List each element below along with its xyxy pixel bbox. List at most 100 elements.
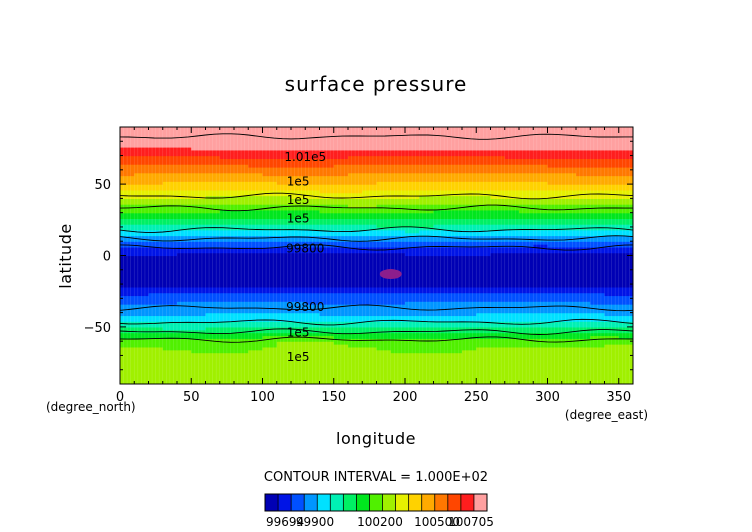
field-cell xyxy=(561,178,577,182)
field-cell xyxy=(262,192,278,197)
field-cell xyxy=(504,164,520,168)
field-cell xyxy=(561,301,577,305)
field-cell xyxy=(547,326,563,331)
field-cell xyxy=(276,229,292,234)
field-cell xyxy=(490,206,506,211)
field-cell xyxy=(618,224,633,228)
field-cell xyxy=(576,352,591,357)
field-cell xyxy=(390,346,406,351)
field-cell xyxy=(476,218,492,222)
field-cell xyxy=(390,204,406,208)
field-cell xyxy=(205,218,221,222)
field-cell xyxy=(219,381,235,384)
field-cell xyxy=(533,372,549,377)
field-cell xyxy=(462,246,477,251)
field-cell xyxy=(561,269,577,274)
field-cell xyxy=(262,358,278,362)
field-cell xyxy=(376,198,392,202)
field-cell xyxy=(590,272,606,277)
field-cell xyxy=(447,212,463,217)
field-cell xyxy=(219,164,235,168)
field-cell xyxy=(561,366,577,371)
field-cell xyxy=(362,366,378,371)
field-cell xyxy=(276,172,292,177)
field-cell xyxy=(291,155,306,160)
field-cell xyxy=(547,341,563,345)
field-cell xyxy=(148,309,164,314)
field-cell xyxy=(405,132,420,137)
field-cell xyxy=(148,215,164,219)
field-cell xyxy=(205,335,221,339)
field-cell xyxy=(291,312,306,317)
field-cell xyxy=(447,175,463,179)
field-cell xyxy=(405,369,420,374)
field-cell xyxy=(148,149,164,154)
field-cell xyxy=(433,326,449,331)
field-cell xyxy=(376,209,392,214)
field-cell xyxy=(604,346,620,351)
field-cell xyxy=(291,201,306,205)
field-cell xyxy=(162,326,178,331)
field-cell xyxy=(419,266,435,271)
field-cell xyxy=(590,149,606,154)
field-cell xyxy=(248,344,264,348)
field-cell xyxy=(362,132,378,137)
field-cell xyxy=(348,269,363,274)
field-cell xyxy=(433,129,449,134)
field-cell xyxy=(490,312,506,317)
field-cell xyxy=(433,284,449,288)
field-cell xyxy=(519,261,534,265)
field-cell xyxy=(604,252,620,257)
field-cell xyxy=(533,212,549,217)
field-cell xyxy=(405,301,420,305)
field-cell xyxy=(490,341,506,345)
field-cell xyxy=(319,269,335,274)
field-cell xyxy=(205,195,221,199)
field-cell xyxy=(319,252,335,257)
field-cell xyxy=(576,369,591,374)
field-cell xyxy=(348,135,363,140)
field-cell xyxy=(447,238,463,242)
field-cell xyxy=(348,141,363,145)
field-cell xyxy=(405,127,420,131)
field-cell xyxy=(191,181,207,185)
field-cell xyxy=(490,369,506,374)
field-cell xyxy=(248,141,264,145)
field-cell xyxy=(333,284,349,288)
field-cell xyxy=(219,369,235,374)
field-cell xyxy=(234,341,249,345)
field-cell xyxy=(419,198,435,202)
field-cell xyxy=(433,172,449,177)
field-cell xyxy=(618,238,633,242)
field-cell xyxy=(162,184,178,188)
field-cell xyxy=(291,189,306,194)
field-cell xyxy=(148,152,164,157)
field-cell xyxy=(148,264,164,268)
field-cell xyxy=(547,184,563,188)
field-cell xyxy=(590,175,606,179)
field-cell xyxy=(476,146,492,151)
field-cell xyxy=(134,212,150,217)
field-cell xyxy=(177,152,192,157)
field-cell xyxy=(576,281,591,285)
field-cell xyxy=(490,284,506,288)
field-cell xyxy=(177,178,192,182)
field-cell xyxy=(134,278,150,282)
field-cell xyxy=(177,138,192,142)
field-cell xyxy=(177,189,192,194)
colorbar-swatch xyxy=(369,494,383,511)
field-cell xyxy=(291,246,306,251)
field-cell xyxy=(376,195,392,199)
field-cell xyxy=(405,209,420,214)
field-cell xyxy=(519,269,534,274)
field-cell xyxy=(177,281,192,285)
field-cell xyxy=(462,369,477,374)
field-cell xyxy=(362,318,378,322)
field-cell xyxy=(305,152,321,157)
field-cell xyxy=(305,132,321,137)
field-cell xyxy=(162,369,178,374)
field-cell xyxy=(390,169,406,174)
field-cell xyxy=(162,221,178,225)
field-cell xyxy=(262,355,278,359)
field-cell xyxy=(205,344,221,348)
